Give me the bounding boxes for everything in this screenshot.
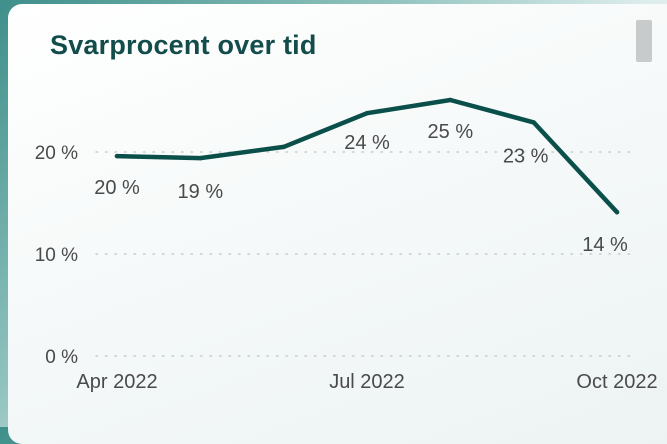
chart-card: Svarprocent over tid xyxy=(8,4,667,444)
y-tick-label: 20 % xyxy=(35,143,78,164)
data-label: 23 % xyxy=(503,145,549,167)
y-tick-label: 0 % xyxy=(45,347,78,368)
data-label: 24 % xyxy=(344,132,390,154)
data-label: 25 % xyxy=(428,121,474,143)
y-tick-label: 10 % xyxy=(35,245,78,266)
data-point xyxy=(531,120,536,125)
data-label: 14 % xyxy=(582,234,628,256)
chart-title: Svarprocent over tid xyxy=(50,30,317,60)
data-point xyxy=(448,97,453,103)
data-point xyxy=(281,144,286,150)
data-point xyxy=(198,155,203,161)
data-point xyxy=(364,111,370,116)
scrollbar-handle[interactable] xyxy=(636,20,652,62)
x-tick-label: Oct 2022 xyxy=(576,371,657,393)
data-point xyxy=(614,209,620,215)
data-point xyxy=(114,153,120,159)
data-label: 20 % xyxy=(94,177,140,199)
x-tick-label: Apr 2022 xyxy=(76,371,157,393)
data-label: 19 % xyxy=(178,181,224,203)
line-chart: 0 % 10 % 20 % Apr 2022 Jul 2022 Oct 2022 20 % 1… xyxy=(35,97,658,393)
x-tick-label: Jul 2022 xyxy=(329,371,405,393)
